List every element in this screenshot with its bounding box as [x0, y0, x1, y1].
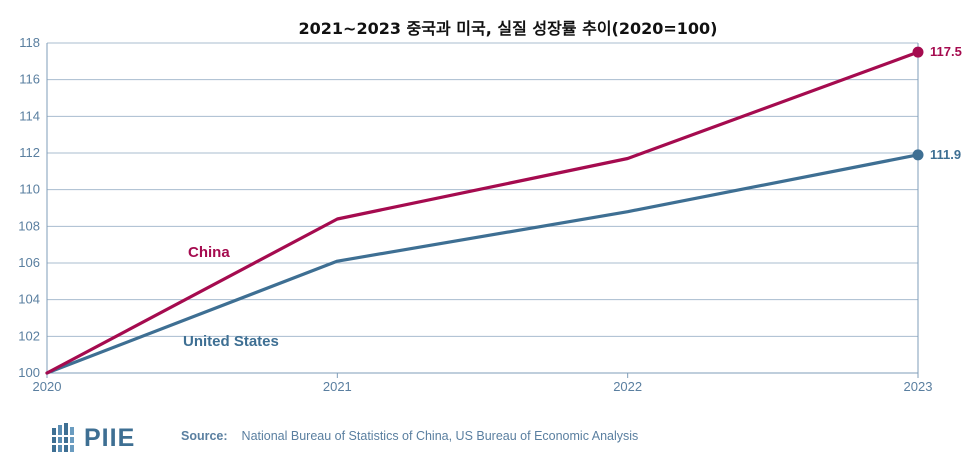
end-label-united-states: 111.9	[930, 147, 961, 162]
chart-title: 2021~2023 중국과 미국, 실질 성장률 추이(2020=100)	[299, 19, 718, 38]
y-tick-label-104: 104	[18, 292, 40, 307]
piie-logo: PIIE	[50, 422, 135, 454]
x-tick-label-2021: 2021	[323, 379, 352, 394]
piie-logo-icon	[50, 423, 78, 452]
source-label: Source:	[181, 429, 228, 443]
series-line-united-states	[45, 153, 920, 375]
source-text: National Bureau of Statistics of China, …	[241, 429, 639, 443]
logo-text: PIIE	[84, 423, 136, 452]
series-label-united-states: United States	[183, 333, 279, 350]
source-note: Source: National Bureau of Statistics of …	[181, 429, 638, 443]
end-marker-china	[912, 46, 924, 58]
y-tick-label-110: 110	[19, 182, 40, 197]
x-tick-label-2023: 2023	[904, 379, 933, 394]
y-tick-label-100: 100	[18, 365, 40, 380]
series-label-china: China	[188, 244, 230, 261]
x-tick-label-2020: 2020	[33, 379, 62, 394]
y-tick-label-114: 114	[19, 108, 40, 123]
footer: PIIE Source: National Bureau of Statistic…	[0, 418, 977, 458]
end-marker-united-states	[912, 149, 924, 161]
y-tick-label-108: 108	[18, 218, 40, 233]
line-chart: 2021~2023 중국과 미국, 실질 성장률 추이(2020=100) 10…	[18, 19, 962, 394]
y-tick-label-112: 112	[19, 145, 40, 160]
x-tick-label-2022: 2022	[613, 379, 642, 394]
y-tick-label-118: 118	[19, 35, 40, 50]
series-line-china	[45, 50, 920, 375]
end-label-china: 117.5	[930, 44, 962, 59]
y-tick-label-106: 106	[18, 255, 40, 270]
y-tick-label-116: 116	[19, 72, 40, 87]
y-tick-label-102: 102	[18, 328, 40, 343]
